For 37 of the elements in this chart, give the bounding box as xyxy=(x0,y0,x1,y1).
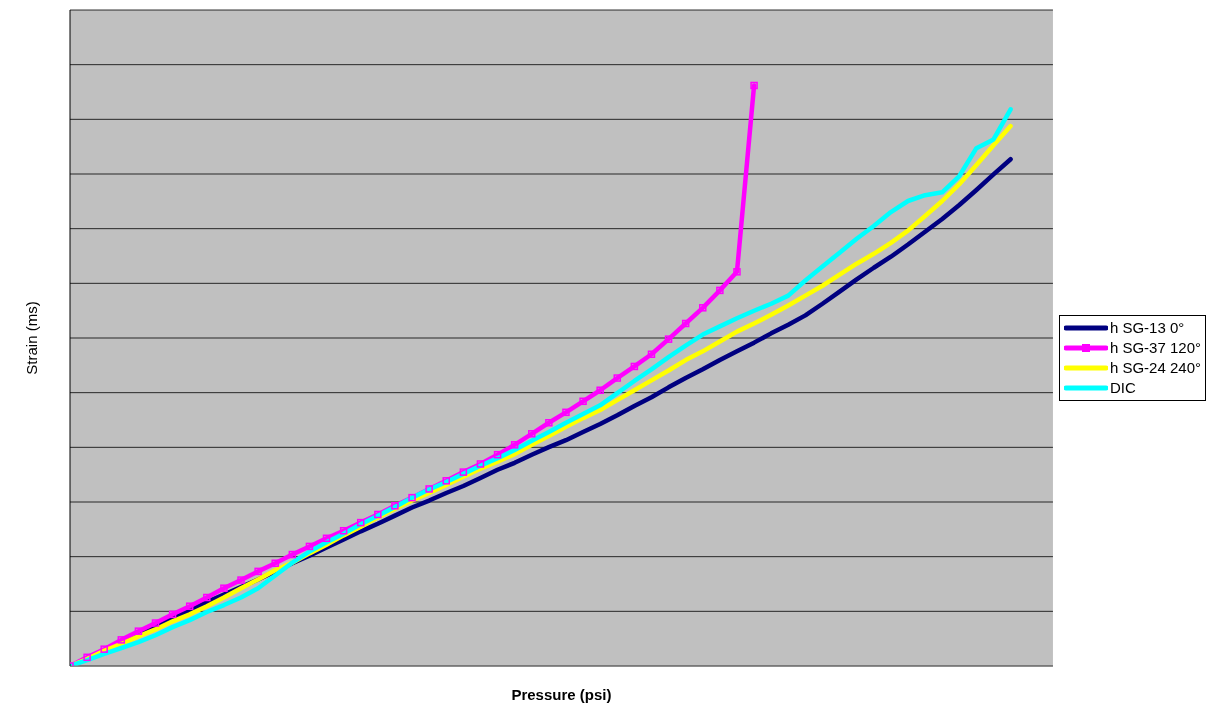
point xyxy=(339,526,348,535)
point xyxy=(630,362,639,371)
point xyxy=(391,502,399,510)
point xyxy=(100,645,108,653)
point xyxy=(442,477,450,485)
point xyxy=(151,619,160,627)
point xyxy=(681,319,690,328)
point xyxy=(647,350,656,359)
point xyxy=(408,493,416,502)
point xyxy=(185,602,194,610)
point xyxy=(322,534,331,543)
point xyxy=(305,542,314,551)
point xyxy=(562,408,570,417)
point xyxy=(750,81,758,90)
legend-label: h SG-24 240° xyxy=(1109,358,1201,378)
point xyxy=(425,485,433,493)
point xyxy=(117,636,126,644)
point xyxy=(510,441,519,449)
point xyxy=(356,518,365,527)
legend-label: DIC xyxy=(1109,378,1136,398)
legend-label: h SG-37 120° xyxy=(1109,338,1201,358)
x-axis-title: Pressure (psi) xyxy=(511,686,612,703)
point xyxy=(579,397,587,406)
point xyxy=(168,610,177,619)
point xyxy=(664,335,673,343)
point xyxy=(203,593,211,602)
point xyxy=(493,450,502,459)
point xyxy=(476,460,485,468)
point xyxy=(288,550,297,559)
point xyxy=(374,510,382,519)
point xyxy=(83,653,91,662)
point xyxy=(716,286,724,295)
legend-label: h SG-13 0° xyxy=(1109,318,1185,338)
point xyxy=(254,567,262,576)
y-axis-title: Strain (ms) xyxy=(23,301,41,375)
point xyxy=(459,468,468,476)
point xyxy=(134,627,143,635)
